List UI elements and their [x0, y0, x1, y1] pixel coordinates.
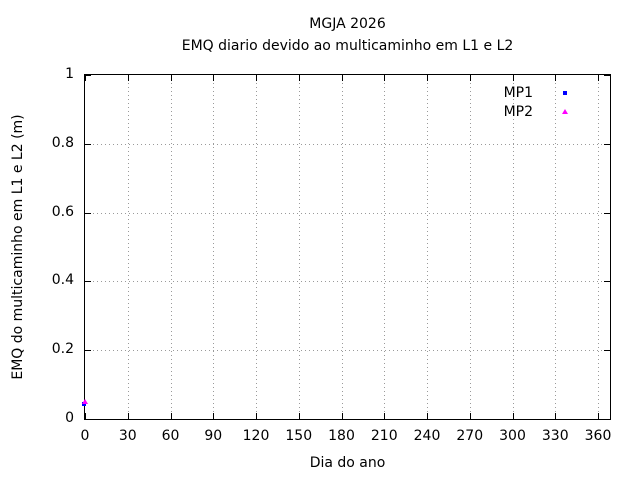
- y-tick-label: 0: [65, 410, 74, 426]
- x-gridline: [427, 75, 428, 419]
- mp2-triangle-marker: [82, 398, 88, 404]
- x-tick-label: 180: [328, 428, 355, 444]
- x-tick-label: 300: [499, 428, 526, 444]
- x-tick-label: 150: [285, 428, 313, 444]
- data-point-mp2: [82, 398, 88, 404]
- x-tick-mark: [170, 413, 172, 419]
- y-tick-mark: [85, 75, 91, 76]
- x-tick-mark: [469, 413, 471, 419]
- y-tick-mark: [85, 419, 91, 420]
- data-point-mp1: [82, 402, 86, 407]
- x-gridline: [469, 75, 471, 419]
- x-tick-label: 330: [541, 428, 569, 444]
- x-tick-mark: [384, 413, 386, 419]
- x-tick-mark: [427, 413, 428, 419]
- x-tick-mark: [598, 75, 599, 81]
- x-tick-mark: [341, 413, 343, 419]
- y-tick-mark: [604, 350, 610, 352]
- x-gridline: [341, 75, 343, 419]
- y-tick-mark: [604, 75, 610, 76]
- x-tick-mark: [256, 413, 257, 419]
- legend-marker-slot: [561, 90, 569, 95]
- y-tick-label: 0.6: [51, 203, 74, 220]
- x-tick-mark: [598, 413, 599, 419]
- x-gridline: [598, 75, 599, 419]
- x-tick-mark: [298, 413, 300, 419]
- x-tick-label: 0: [80, 428, 90, 444]
- x-tick-mark: [298, 75, 300, 81]
- y-gridline: [85, 350, 610, 352]
- y-gridline: [85, 212, 610, 214]
- y-tick-label: 0.4: [51, 272, 74, 289]
- y-gridline: [85, 281, 610, 283]
- legend-entry: MP2: [440, 102, 569, 121]
- x-gridline: [384, 75, 386, 419]
- x-tick-mark: [127, 413, 129, 419]
- y-gridline: [85, 143, 610, 145]
- x-tick-mark: [469, 75, 471, 81]
- legend-entry-label: MP1: [503, 84, 533, 101]
- y-tick-mark: [85, 143, 91, 145]
- x-tick-label: 30: [118, 428, 137, 444]
- x-tick-mark: [384, 75, 386, 81]
- y-tick-mark: [85, 281, 91, 283]
- x-gridline: [298, 75, 300, 419]
- x-gridline: [213, 75, 215, 419]
- y-tick-mark: [85, 350, 91, 352]
- legend-entry: MP1: [440, 83, 569, 102]
- x-tick-mark: [555, 413, 557, 419]
- x-tick-label: 120: [242, 428, 270, 444]
- y-axis-label: EMQ do multicaminho em L1 e L2 (m): [10, 114, 26, 380]
- x-tick-label: 90: [204, 428, 223, 444]
- legend-entry-label: MP2: [503, 103, 533, 120]
- y-tick-mark: [604, 419, 610, 420]
- x-tick-mark: [85, 413, 86, 419]
- x-tick-label: 60: [161, 428, 180, 444]
- mp1-square-marker: [82, 402, 86, 407]
- legend-marker-slot: [561, 109, 569, 114]
- mp1-square-marker: [563, 90, 567, 95]
- x-tick-mark: [213, 75, 215, 81]
- x-tick-mark: [341, 75, 343, 81]
- x-tick-label: 270: [456, 428, 484, 444]
- x-tick-mark: [555, 75, 557, 81]
- x-tick-mark: [85, 75, 86, 81]
- x-gridline: [127, 75, 129, 419]
- x-gridline: [512, 75, 514, 419]
- y-tick-mark: [604, 212, 610, 214]
- x-tick-mark: [170, 75, 172, 81]
- x-tick-mark: [256, 75, 257, 81]
- y-tick-mark: [604, 143, 610, 145]
- x-tick-label: 240: [413, 428, 441, 444]
- x-tick-mark: [427, 75, 428, 81]
- x-tick-mark: [512, 413, 514, 419]
- x-tick-mark: [512, 75, 514, 81]
- chart-subtitle: EMQ diario devido ao multicaminho em L1 …: [181, 38, 514, 54]
- x-tick-mark: [213, 413, 215, 419]
- mp2-triangle-marker: [562, 109, 568, 114]
- chart-title: MGJA 2026: [309, 16, 386, 32]
- x-tick-label: 210: [370, 428, 398, 444]
- x-gridline: [170, 75, 172, 419]
- x-tick-mark: [127, 75, 129, 81]
- y-tick-label: 0.2: [51, 341, 74, 358]
- y-tick-mark: [604, 281, 610, 283]
- y-tick-label: 1: [65, 66, 74, 82]
- x-gridline: [555, 75, 557, 419]
- x-tick-label: 360: [584, 428, 612, 444]
- y-tick-label: 0.8: [51, 134, 74, 151]
- legend: MP1 MP2: [440, 83, 569, 121]
- plot-area: [82, 74, 611, 420]
- y-tick-mark: [85, 212, 91, 214]
- x-gridline: [256, 75, 257, 419]
- x-axis-label: Dia do ano: [309, 455, 386, 471]
